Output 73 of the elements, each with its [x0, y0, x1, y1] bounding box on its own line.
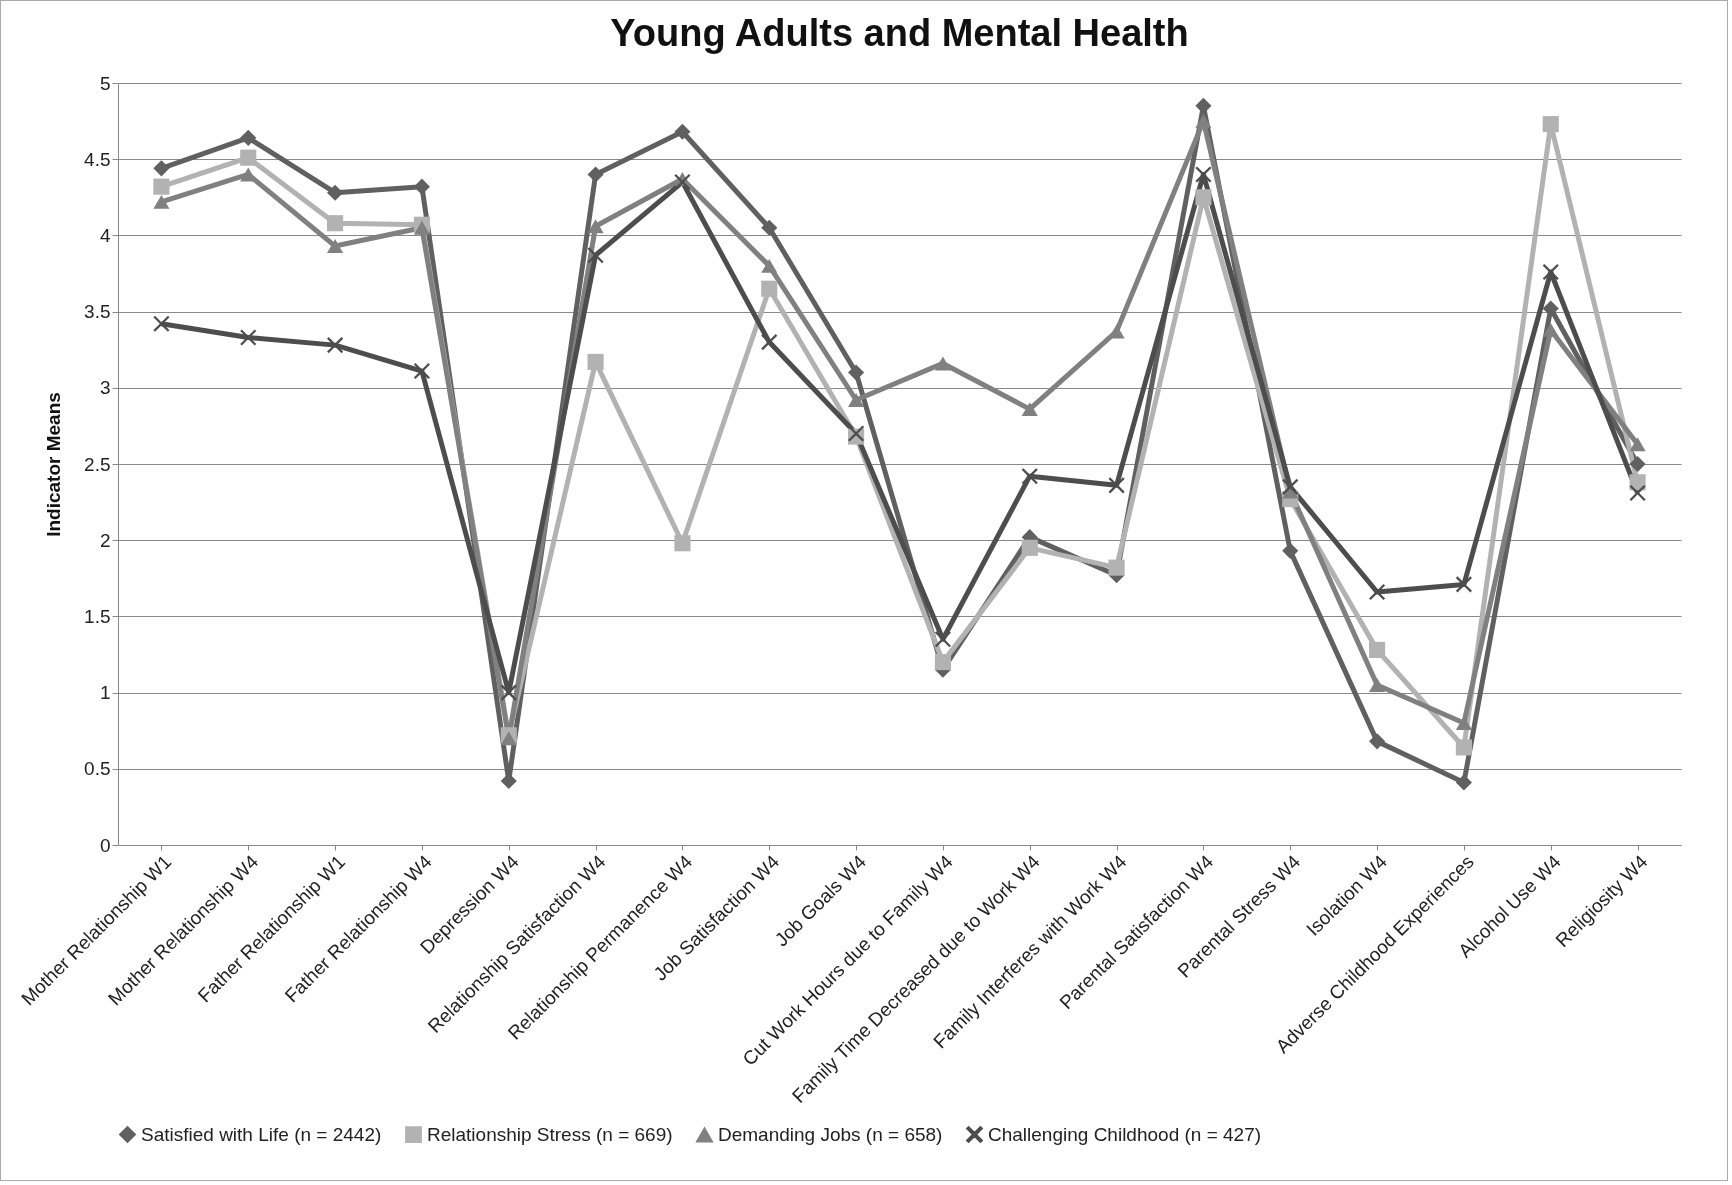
y-tick-label: 4: [99, 224, 111, 246]
point: [1108, 477, 1125, 494]
point: [761, 334, 778, 351]
point: [1455, 716, 1472, 731]
point: [413, 220, 430, 235]
point: [1021, 539, 1038, 556]
y-tick-label: 2.5: [84, 453, 111, 475]
y-tick-label: 0.5: [84, 758, 111, 780]
point: [413, 362, 430, 380]
y-tick-label: 5: [99, 72, 111, 94]
point: [761, 258, 778, 273]
y-tick-label: 3.5: [84, 301, 111, 323]
point: [1195, 114, 1212, 129]
point: [1369, 733, 1386, 750]
point: [240, 129, 257, 146]
point: [1021, 468, 1038, 485]
point: [500, 731, 517, 746]
point: [153, 178, 170, 195]
point: [848, 364, 865, 381]
point: [153, 194, 170, 209]
y-tick-label: 0: [99, 834, 111, 856]
point: [1195, 189, 1212, 206]
legend-label: Relationship Stress (n = 669): [427, 1123, 673, 1145]
point: [153, 160, 170, 177]
point: [1195, 166, 1212, 183]
point: [674, 535, 691, 552]
point: [413, 178, 430, 195]
point: [587, 166, 604, 183]
point: [1108, 559, 1125, 576]
point: [587, 247, 604, 264]
point: [1369, 678, 1386, 692]
point: [934, 654, 951, 671]
point: [1369, 583, 1386, 601]
point: [934, 356, 951, 371]
point: [1021, 402, 1038, 417]
point: [1455, 774, 1472, 791]
point: [1369, 641, 1386, 658]
point: [674, 123, 691, 140]
point: [674, 174, 691, 191]
point: [240, 329, 257, 346]
y-tick-label: 2: [99, 529, 111, 551]
y-tick-label: 1: [99, 682, 111, 704]
point: [1455, 576, 1472, 593]
point: [240, 149, 257, 166]
y-tick-label: 4.5: [84, 148, 111, 170]
point: [1282, 478, 1299, 495]
point: [1629, 484, 1646, 502]
y-tick-label: 3: [99, 377, 111, 399]
point: [587, 219, 604, 234]
point: [761, 219, 778, 236]
point: [1629, 437, 1646, 452]
point: [327, 215, 344, 232]
point: [1542, 116, 1559, 133]
legend-label: Demanding Jobs (n = 658): [718, 1124, 943, 1146]
y-tick-label: 1.5: [84, 605, 111, 627]
legend-label: Satisfied with Life (n = 2442): [141, 1123, 382, 1145]
point: [327, 337, 344, 354]
point: [327, 184, 344, 201]
point: [587, 353, 604, 370]
point: [1542, 263, 1559, 281]
point: [153, 315, 170, 332]
point: [761, 280, 778, 297]
chart-title: Young Adults and Mental Health: [610, 12, 1189, 54]
point: [500, 684, 517, 701]
point: [1282, 542, 1299, 559]
point: [1455, 739, 1472, 756]
legend-label: Challenging Childhood (n = 427): [988, 1123, 1262, 1145]
y-axis-title: Indicator Means: [43, 392, 65, 537]
point: [327, 239, 344, 254]
point: [848, 393, 865, 407]
point: [934, 631, 951, 648]
point: [1542, 322, 1559, 337]
point: [1629, 455, 1646, 473]
